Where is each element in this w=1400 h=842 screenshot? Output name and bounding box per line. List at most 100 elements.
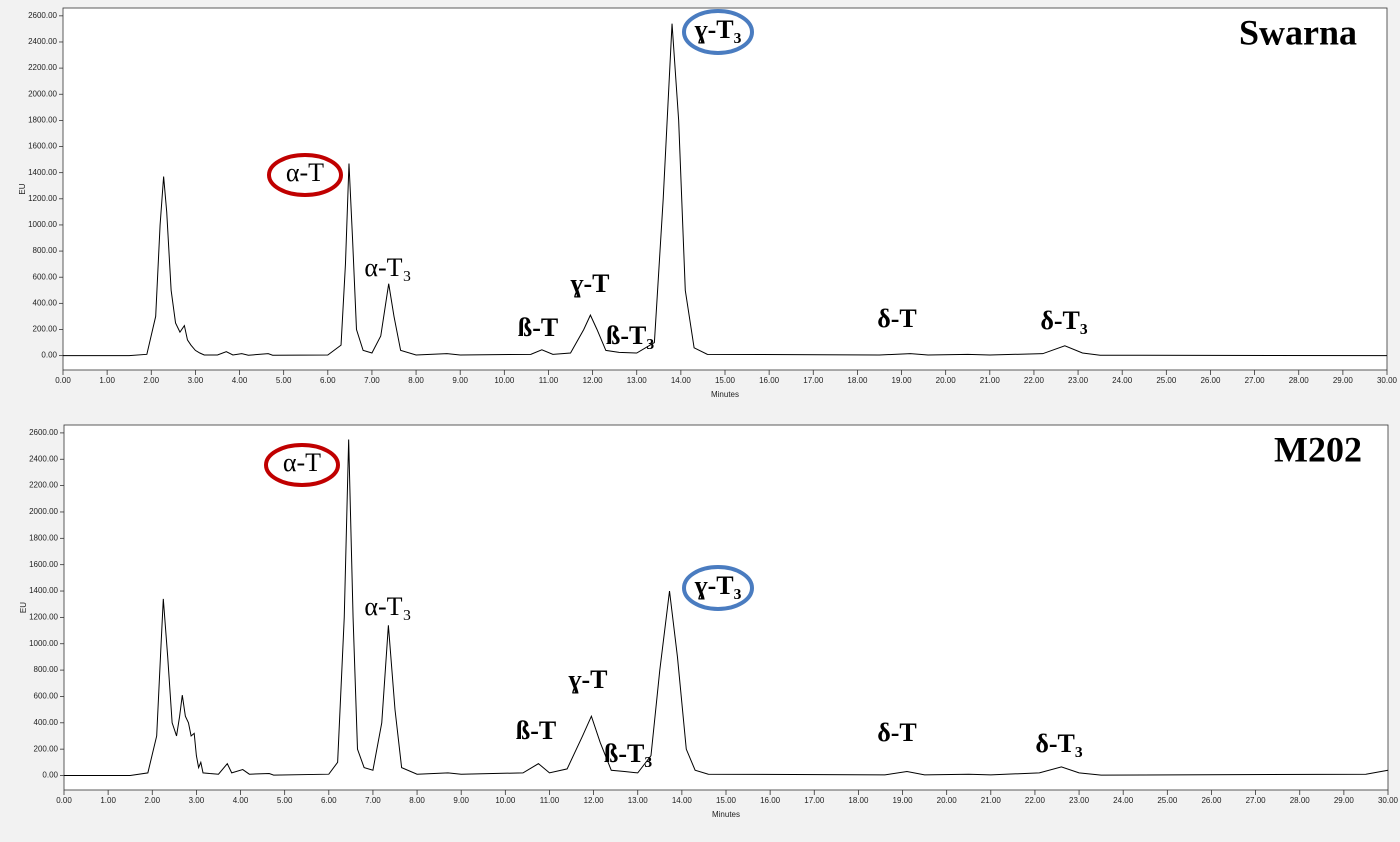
x-tick-label: 0.00 <box>56 796 72 805</box>
x-axis-label: Minutes <box>712 810 740 819</box>
x-tick-label: 16.00 <box>759 376 780 385</box>
y-tick-label: 2600.00 <box>29 428 58 437</box>
x-tick-label: 0.00 <box>55 376 71 385</box>
x-tick-label: 2.00 <box>144 796 160 805</box>
peak-label: ß-T₃ <box>606 321 654 350</box>
x-tick-label: 30.00 <box>1378 796 1399 805</box>
peak-label: α-T <box>283 448 321 477</box>
x-tick-label: 3.00 <box>188 376 204 385</box>
x-tick-label: 16.00 <box>760 796 781 805</box>
x-tick-label: 1.00 <box>100 796 116 805</box>
y-tick-label: 600.00 <box>33 272 58 281</box>
x-tick-label: 23.00 <box>1068 376 1089 385</box>
x-tick-label: 11.00 <box>539 376 559 385</box>
x-tick-label: 9.00 <box>452 376 468 385</box>
peak-label: ɣ-T₃ <box>695 571 742 600</box>
x-tick-label: 21.00 <box>981 796 1002 805</box>
y-tick-label: 200.00 <box>34 744 59 753</box>
x-tick-label: 27.00 <box>1245 376 1266 385</box>
x-tick-label: 15.00 <box>716 796 737 805</box>
x-tick-label: 22.00 <box>1025 796 1046 805</box>
x-tick-label: 26.00 <box>1201 796 1222 805</box>
x-tick-label: 4.00 <box>232 376 248 385</box>
x-tick-label: 17.00 <box>803 376 824 385</box>
x-tick-label: 6.00 <box>320 376 336 385</box>
x-tick-label: 19.00 <box>892 376 913 385</box>
x-tick-label: 12.00 <box>583 376 604 385</box>
y-tick-label: 1600.00 <box>28 142 57 151</box>
peak-label: α-T <box>286 158 324 187</box>
x-tick-label: 5.00 <box>277 796 293 805</box>
chromatogram-line <box>64 439 1389 777</box>
y-tick-label: 1000.00 <box>28 220 57 229</box>
x-tick-label: 20.00 <box>936 376 957 385</box>
x-tick-label: 7.00 <box>365 796 381 805</box>
peak-label: δ-T <box>877 304 917 333</box>
x-tick-label: 24.00 <box>1112 376 1133 385</box>
x-tick-label: 19.00 <box>893 796 914 805</box>
y-tick-label: 2400.00 <box>28 37 57 46</box>
x-tick-label: 18.00 <box>848 796 869 805</box>
y-tick-label: 800.00 <box>33 246 58 255</box>
x-tick-label: 8.00 <box>408 376 424 385</box>
x-tick-label: 1.00 <box>99 376 115 385</box>
x-tick-label: 7.00 <box>364 376 380 385</box>
x-tick-label: 18.00 <box>847 376 868 385</box>
y-tick-label: 0.00 <box>41 351 57 360</box>
x-tick-label: 28.00 <box>1289 376 1310 385</box>
x-tick-label: 28.00 <box>1290 796 1311 805</box>
x-tick-label: 3.00 <box>189 796 205 805</box>
peak-label: ɣ-T₃ <box>695 15 742 44</box>
x-tick-label: 22.00 <box>1024 376 1045 385</box>
x-tick-label: 14.00 <box>672 796 693 805</box>
y-tick-label: 200.00 <box>33 325 58 334</box>
x-tick-label: 8.00 <box>409 796 425 805</box>
peak-label: δ-T₃ <box>1035 729 1082 758</box>
x-axis-label: Minutes <box>711 390 739 399</box>
peak-circle <box>264 443 340 487</box>
x-tick-label: 30.00 <box>1377 376 1398 385</box>
x-tick-label: 12.00 <box>584 796 605 805</box>
peak-label: ß-T₃ <box>604 739 652 768</box>
x-tick-label: 17.00 <box>804 796 825 805</box>
y-tick-label: 1400.00 <box>29 586 58 595</box>
y-tick-label: 1600.00 <box>29 560 58 569</box>
x-tick-label: 5.00 <box>276 376 292 385</box>
x-tick-label: 21.00 <box>980 376 1001 385</box>
y-tick-label: 1800.00 <box>29 533 58 542</box>
x-tick-label: 15.00 <box>715 376 736 385</box>
peak-label: δ-T <box>877 718 917 747</box>
x-tick-label: 10.00 <box>494 376 515 385</box>
x-tick-label: 29.00 <box>1334 796 1355 805</box>
chromatogram-line <box>63 23 1388 357</box>
peak-label: ɣ-T <box>571 269 610 298</box>
peak-label: ɣ-T <box>569 665 608 694</box>
x-tick-label: 13.00 <box>627 376 648 385</box>
x-tick-label: 10.00 <box>495 796 516 805</box>
y-axis-label: EU <box>18 183 27 194</box>
peak-label: α-T₃ <box>364 253 411 282</box>
x-tick-label: 26.00 <box>1200 376 1221 385</box>
y-tick-label: 1200.00 <box>28 194 57 203</box>
peak-circle <box>682 9 754 55</box>
y-tick-label: 2200.00 <box>28 63 57 72</box>
x-tick-label: 9.00 <box>453 796 469 805</box>
y-tick-label: 1000.00 <box>29 639 58 648</box>
y-tick-label: 1800.00 <box>28 115 57 124</box>
x-tick-label: 29.00 <box>1333 376 1354 385</box>
panel-title: M202 <box>1274 429 1362 469</box>
x-tick-label: 6.00 <box>321 796 337 805</box>
peak-circle <box>682 565 754 611</box>
y-tick-label: 1200.00 <box>29 612 58 621</box>
x-tick-label: 4.00 <box>233 796 249 805</box>
peak-label: α-T₃ <box>364 592 411 621</box>
y-tick-label: 800.00 <box>34 665 59 674</box>
y-tick-label: 400.00 <box>34 718 59 727</box>
peak-label: ß-T <box>516 716 556 745</box>
peak-label: ß-T <box>518 313 558 342</box>
x-tick-label: 25.00 <box>1157 796 1178 805</box>
x-tick-label: 13.00 <box>628 796 649 805</box>
peak-circle <box>267 153 343 197</box>
x-tick-label: 25.00 <box>1156 376 1177 385</box>
